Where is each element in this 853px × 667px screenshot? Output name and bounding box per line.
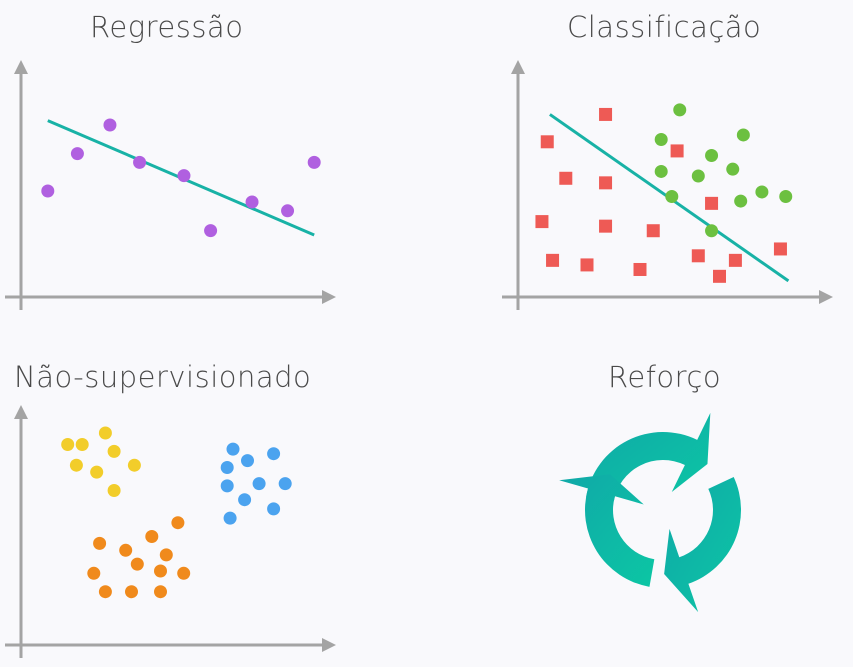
orange-cluster-point bbox=[160, 548, 173, 561]
yellow-cluster-point bbox=[108, 445, 121, 458]
class-a-square bbox=[705, 197, 718, 210]
class-a-square bbox=[599, 108, 612, 121]
class-b-point bbox=[755, 185, 768, 198]
cycle-arrow-segment-3 bbox=[559, 474, 654, 587]
regression-point bbox=[281, 204, 294, 217]
reinforcement-cycle-icon bbox=[559, 413, 741, 612]
class-a-square bbox=[774, 242, 787, 255]
blue-cluster-point bbox=[267, 447, 280, 460]
cycle-arrow-segment-2 bbox=[664, 477, 741, 612]
orange-cluster-point bbox=[99, 585, 112, 598]
class-a-square bbox=[599, 176, 612, 189]
regression-plot bbox=[5, 60, 336, 310]
orange-cluster-point bbox=[171, 516, 184, 529]
orange-cluster-point bbox=[125, 585, 138, 598]
regression-point bbox=[246, 196, 259, 209]
blue-cluster-point bbox=[241, 454, 254, 467]
orange-cluster-point bbox=[154, 585, 167, 598]
x-axis-arrow bbox=[819, 290, 833, 304]
class-b-point bbox=[779, 190, 792, 203]
class-b-point bbox=[705, 149, 718, 162]
blue-cluster-point bbox=[224, 512, 237, 525]
class-b-point bbox=[665, 190, 678, 203]
class-a-square bbox=[729, 254, 742, 267]
orange-cluster-point bbox=[87, 567, 100, 580]
regression-point bbox=[177, 169, 190, 182]
class-b-point bbox=[726, 163, 739, 176]
classification-plot bbox=[502, 60, 833, 310]
unsupervised-plot bbox=[5, 405, 336, 658]
regression-point bbox=[204, 224, 217, 237]
yellow-cluster-point bbox=[90, 466, 103, 479]
class-a-square bbox=[634, 263, 647, 276]
class-a-square bbox=[559, 172, 572, 185]
regression-point bbox=[133, 156, 146, 169]
class-b-point bbox=[673, 103, 686, 116]
class-b-point bbox=[734, 195, 747, 208]
yellow-cluster-point bbox=[108, 484, 121, 497]
orange-cluster-point bbox=[154, 565, 167, 578]
class-a-square bbox=[692, 249, 705, 262]
yellow-cluster-point bbox=[99, 427, 112, 440]
class-a-square bbox=[541, 135, 554, 148]
class-a-square bbox=[671, 144, 684, 157]
blue-cluster-point bbox=[221, 461, 234, 474]
x-axis-arrow bbox=[322, 290, 336, 304]
regression-point bbox=[103, 119, 116, 132]
class-a-square bbox=[581, 258, 594, 271]
regression-point bbox=[41, 185, 54, 198]
class-b-point bbox=[655, 165, 668, 178]
yellow-cluster-point bbox=[128, 459, 141, 472]
y-axis-arrow bbox=[14, 60, 28, 74]
y-axis-arrow bbox=[511, 60, 525, 74]
yellow-cluster-point bbox=[70, 459, 83, 472]
class-a-square bbox=[546, 254, 559, 267]
blue-cluster-point bbox=[221, 479, 234, 492]
x-axis-arrow bbox=[322, 638, 336, 652]
class-b-point bbox=[705, 224, 718, 237]
y-axis-arrow bbox=[14, 405, 28, 419]
blue-cluster-point bbox=[267, 502, 280, 515]
blue-cluster-point bbox=[227, 443, 240, 456]
orange-cluster-point bbox=[119, 544, 132, 557]
orange-cluster-point bbox=[177, 567, 190, 580]
class-b-point bbox=[655, 133, 668, 146]
regression-point bbox=[71, 147, 84, 160]
orange-cluster-point bbox=[145, 530, 158, 543]
class-a-square bbox=[713, 270, 726, 283]
class-a-square bbox=[599, 220, 612, 233]
yellow-cluster-point bbox=[61, 438, 74, 451]
blue-cluster-point bbox=[238, 493, 251, 506]
regression-point bbox=[308, 156, 321, 169]
blue-cluster-point bbox=[279, 477, 292, 490]
orange-cluster-point bbox=[93, 537, 106, 550]
class-a-square bbox=[647, 224, 660, 237]
class-b-point bbox=[692, 170, 705, 183]
blue-cluster-point bbox=[253, 477, 266, 490]
class-b-point bbox=[737, 128, 750, 141]
yellow-cluster-point bbox=[76, 438, 89, 451]
orange-cluster-point bbox=[131, 558, 144, 571]
class-a-square bbox=[535, 215, 548, 228]
